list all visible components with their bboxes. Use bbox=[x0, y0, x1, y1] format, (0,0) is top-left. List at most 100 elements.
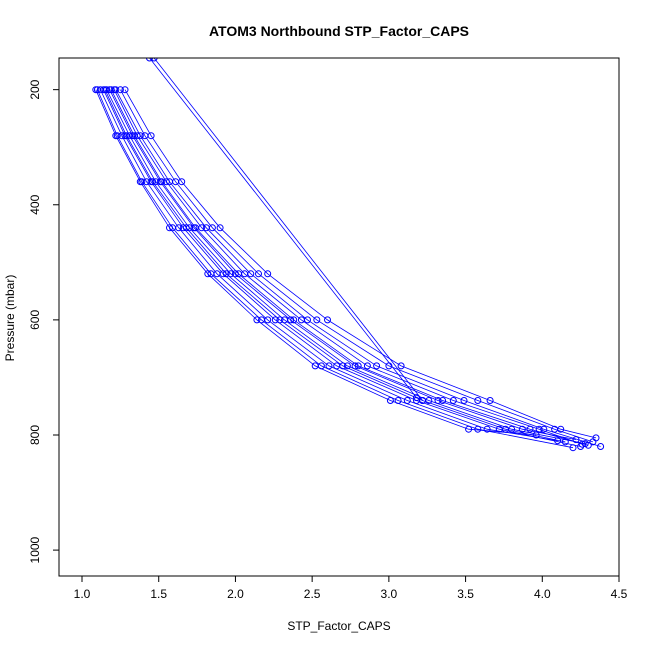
data-point bbox=[439, 397, 447, 404]
y-axis: 200 400 600 800 1000 bbox=[28, 79, 59, 563]
data-point bbox=[403, 397, 411, 404]
series-4 bbox=[112, 86, 605, 450]
data-point bbox=[136, 178, 144, 186]
data-point bbox=[397, 362, 405, 370]
y-tick-label: 800 bbox=[28, 425, 42, 445]
data-point bbox=[133, 132, 141, 140]
y-axis-label: Pressure (mbar) bbox=[3, 275, 17, 362]
data-point bbox=[325, 362, 333, 370]
series-12 bbox=[110, 86, 586, 448]
data-point bbox=[146, 58, 153, 62]
data-point bbox=[434, 397, 442, 404]
x-tick-label: 1.5 bbox=[150, 587, 167, 601]
data-point bbox=[581, 440, 589, 448]
data-point bbox=[255, 270, 262, 278]
data-point bbox=[474, 397, 482, 404]
series-line bbox=[115, 89, 601, 447]
plot-area bbox=[92, 58, 605, 452]
series-line bbox=[149, 58, 417, 398]
data-point bbox=[351, 362, 359, 370]
data-point bbox=[106, 86, 114, 94]
y-tick-label: 1000 bbox=[28, 536, 42, 563]
data-point bbox=[101, 86, 109, 94]
data-point bbox=[592, 434, 600, 442]
series-line bbox=[124, 89, 597, 439]
data-point bbox=[413, 394, 420, 402]
data-point bbox=[343, 362, 351, 370]
data-point bbox=[373, 362, 381, 370]
data-point bbox=[162, 178, 170, 186]
y-tick-label: 600 bbox=[28, 310, 42, 330]
data-point bbox=[557, 425, 565, 433]
series-11 bbox=[101, 86, 569, 446]
y-tick-label: 200 bbox=[28, 79, 42, 99]
chart-title: ATOM3 Northbound STP_Factor_CAPS bbox=[209, 23, 469, 39]
series-6 bbox=[96, 86, 562, 445]
data-point bbox=[287, 316, 295, 324]
data-point bbox=[518, 425, 526, 433]
data-point bbox=[231, 270, 239, 278]
data-point bbox=[182, 224, 190, 232]
data-point bbox=[110, 86, 118, 94]
series-line bbox=[97, 89, 574, 449]
data-point bbox=[96, 86, 104, 94]
series-line bbox=[110, 89, 589, 446]
data-point bbox=[572, 436, 580, 444]
data-point bbox=[222, 270, 230, 278]
data-point bbox=[578, 440, 586, 448]
data-point bbox=[419, 397, 427, 404]
data-point bbox=[227, 270, 235, 278]
data-point bbox=[271, 316, 279, 324]
data-point bbox=[204, 270, 212, 278]
series-9 bbox=[92, 86, 540, 439]
data-point bbox=[483, 425, 491, 433]
data-point bbox=[190, 224, 198, 232]
series-line bbox=[113, 89, 583, 445]
data-point bbox=[449, 397, 457, 404]
data-point bbox=[147, 132, 155, 140]
series-14 bbox=[150, 58, 427, 404]
data-point bbox=[597, 443, 605, 450]
x-tick-label: 4.5 bbox=[611, 587, 628, 601]
y-tick-label: 400 bbox=[28, 194, 42, 214]
x-tick-label: 4.0 bbox=[534, 587, 551, 601]
data-point bbox=[121, 86, 129, 94]
data-point bbox=[166, 224, 173, 232]
data-point bbox=[264, 316, 272, 324]
data-point bbox=[569, 444, 577, 452]
series-line bbox=[153, 58, 423, 401]
series-13 bbox=[146, 58, 420, 402]
data-point bbox=[386, 397, 394, 404]
data-point bbox=[311, 362, 319, 370]
series-line bbox=[120, 89, 594, 443]
x-tick-label: 2.5 bbox=[304, 587, 321, 601]
data-point bbox=[175, 224, 183, 232]
series-line bbox=[106, 89, 586, 444]
data-point bbox=[363, 362, 371, 370]
data-point bbox=[149, 178, 157, 186]
x-tick-label: 3.5 bbox=[457, 587, 474, 601]
x-axis-label: STP_Factor_CAPS bbox=[287, 619, 390, 633]
series-line bbox=[95, 89, 537, 436]
data-point bbox=[253, 316, 261, 324]
data-point bbox=[313, 316, 321, 324]
data-point bbox=[465, 425, 473, 433]
series-line bbox=[100, 89, 558, 442]
data-point bbox=[216, 224, 224, 232]
data-point bbox=[241, 270, 249, 278]
data-point bbox=[178, 178, 186, 186]
data-point bbox=[486, 397, 494, 404]
data-point bbox=[208, 224, 216, 232]
data-point bbox=[150, 58, 158, 62]
data-point bbox=[324, 316, 331, 324]
plot-frame bbox=[58, 57, 620, 577]
data-point bbox=[276, 316, 284, 324]
data-point bbox=[112, 132, 120, 140]
series-8 bbox=[106, 86, 580, 444]
data-point bbox=[297, 316, 305, 324]
x-tick-label: 3.0 bbox=[381, 587, 398, 601]
data-point bbox=[92, 86, 100, 94]
data-point bbox=[502, 425, 509, 433]
data-point bbox=[264, 270, 272, 278]
